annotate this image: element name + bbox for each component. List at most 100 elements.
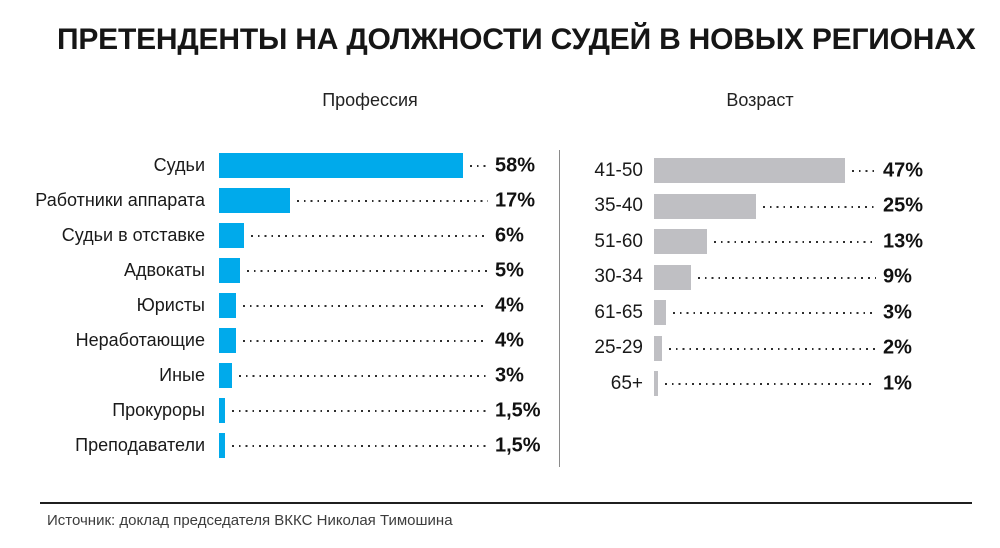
value-label: 9%	[883, 265, 912, 288]
value-label: 4%	[495, 294, 524, 316]
category-label: Адвокаты	[124, 260, 205, 280]
value-label: 3%	[883, 301, 912, 324]
bar-zone: 1,5%	[219, 398, 545, 423]
profession-bar-chart: Судьи 58% Работники аппарата 17% Судьи в отс…	[0, 148, 545, 463]
chart-row: 65+ 1%	[560, 366, 1000, 402]
bar-zone: 1%	[654, 371, 1000, 397]
bar	[219, 223, 245, 248]
value-label: 6%	[495, 224, 524, 246]
bar	[219, 363, 232, 388]
chart-row: Адвокаты 5%	[0, 253, 545, 288]
bar	[654, 158, 845, 184]
page-title: ПРЕТЕНДЕНТЫ НА ДОЛЖНОСТИ СУДЕЙ В НОВЫХ Р…	[57, 23, 976, 56]
category-label: 25-29	[594, 337, 643, 359]
bar	[654, 229, 707, 255]
value-label: 58%	[495, 154, 536, 176]
chart-row: 25-29 2%	[560, 331, 1000, 367]
leader-line	[762, 205, 876, 208]
leader-line	[242, 305, 488, 307]
leader-line	[232, 445, 488, 447]
chart-title-age: Возраст	[726, 90, 794, 110]
leader-line	[232, 410, 488, 412]
value-label: 47%	[883, 159, 924, 182]
chart-row: Прокуроры 1,5%	[0, 393, 545, 428]
leader-line	[251, 235, 488, 237]
category-label: 35-40	[594, 195, 643, 217]
value-label: 25%	[883, 194, 924, 217]
chart-row: Судьи 58%	[0, 148, 545, 183]
leader-line	[238, 375, 488, 377]
bar	[654, 300, 667, 326]
category-label: Иные	[159, 365, 205, 385]
category-label: 65+	[610, 372, 643, 394]
chart-row: 41-50 47%	[560, 153, 1000, 189]
category-label: Работники аппарата	[35, 190, 205, 210]
bar	[654, 371, 659, 397]
chart-row: Судьи в отставке 6%	[0, 218, 545, 253]
category-label: Прокуроры	[112, 400, 205, 420]
value-label: 5%	[495, 259, 524, 281]
leader-line	[851, 170, 876, 173]
bar	[219, 153, 463, 178]
bar-zone: 3%	[654, 300, 1000, 326]
value-label: 2%	[883, 336, 912, 359]
chart-row: Работники аппарата 17%	[0, 183, 545, 218]
chart-row: 61-65 3%	[560, 295, 1000, 331]
bar	[219, 293, 236, 318]
bar-zone: 17%	[219, 188, 545, 213]
chart-row: Иные 3%	[0, 358, 545, 393]
bar-zone: 5%	[219, 258, 545, 283]
category-label: Юристы	[136, 295, 205, 315]
leader-line	[669, 347, 876, 350]
leader-line	[697, 276, 876, 279]
value-label: 4%	[495, 329, 524, 351]
leader-line	[673, 312, 876, 315]
age-bar-chart: 41-50 47% 35-40 25% 51-60 13% 30-34 9% 61-65 3% 25…	[560, 153, 1000, 402]
footer-divider	[40, 502, 972, 504]
bar	[654, 264, 691, 290]
chart-row: Неработающие 4%	[0, 323, 545, 358]
chart-title-profession: Профессия	[322, 90, 418, 110]
value-label: 1%	[883, 372, 912, 395]
value-label: 17%	[495, 189, 536, 211]
category-label: 30-34	[594, 266, 643, 288]
source-caption: Источник: доклад председателя ВККС Никол…	[47, 512, 453, 529]
vertical-divider	[559, 150, 560, 467]
bar-zone: 4%	[219, 328, 545, 353]
bar	[219, 398, 226, 423]
chart-row: Преподаватели 1,5%	[0, 428, 545, 463]
chart-row: 51-60 13%	[560, 224, 1000, 260]
bar-zone: 13%	[654, 229, 1000, 255]
bar-zone: 1,5%	[219, 433, 545, 458]
bar-zone: 58%	[219, 153, 545, 178]
category-label: Неработающие	[75, 330, 205, 350]
value-label: 1,5%	[495, 399, 541, 421]
category-label: Судьи	[153, 155, 205, 175]
bar	[219, 433, 226, 458]
category-label: 41-50	[594, 159, 643, 181]
chart-row: 35-40 25%	[560, 189, 1000, 225]
category-label: Судьи в отставке	[61, 225, 205, 245]
bar-zone: 47%	[654, 158, 1000, 184]
value-label: 13%	[883, 230, 924, 253]
category-label: Преподаватели	[75, 435, 205, 455]
bar-zone: 3%	[219, 363, 545, 388]
value-label: 1,5%	[495, 434, 541, 456]
bar-zone: 9%	[654, 264, 1000, 290]
category-label: 51-60	[594, 230, 643, 252]
leader-line	[469, 165, 488, 167]
chart-row: Юристы 4%	[0, 288, 545, 323]
category-label: 61-65	[594, 301, 643, 323]
leader-line	[713, 241, 876, 244]
leader-line	[665, 383, 876, 386]
bar-zone: 6%	[219, 223, 545, 248]
bar	[654, 335, 663, 361]
leader-line	[247, 270, 488, 272]
bar-zone: 2%	[654, 335, 1000, 361]
bar	[219, 328, 236, 353]
value-label: 3%	[495, 364, 524, 386]
bar	[654, 193, 756, 219]
bar-zone: 25%	[654, 193, 1000, 219]
bar-zone: 4%	[219, 293, 545, 318]
